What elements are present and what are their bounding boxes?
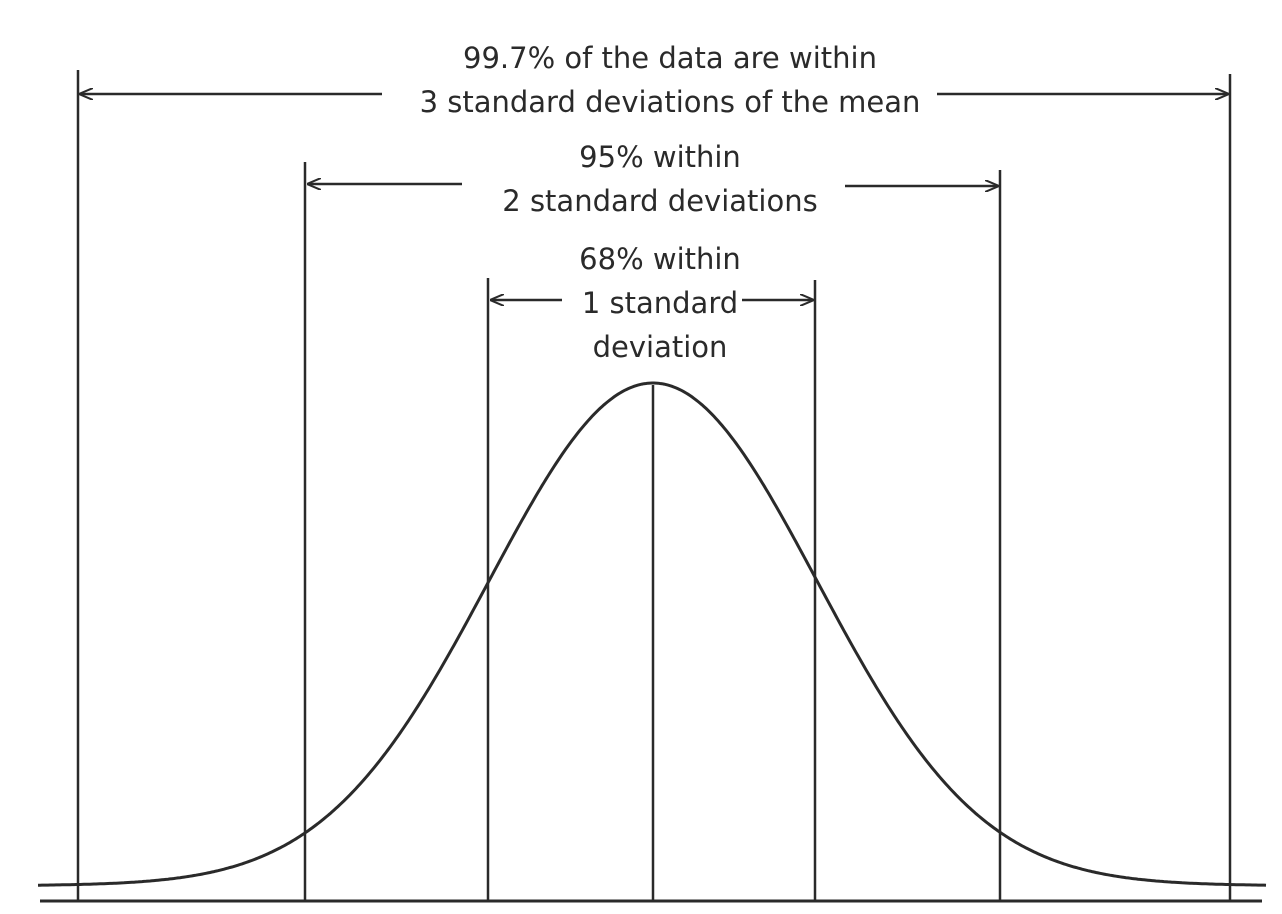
two-sd-line2: 2 standard deviations xyxy=(502,184,818,218)
two-sd-line1: 95% within xyxy=(579,140,741,174)
one-sd-line2: 1 standard xyxy=(581,286,739,320)
three-sd-line2: 3 standard deviations of the mean xyxy=(419,85,921,119)
one-sd-line3: deviation xyxy=(592,330,728,364)
bell-curve xyxy=(38,381,1267,887)
one-sd-annotation: 68% within 1 standard deviation xyxy=(540,237,780,369)
three-sd-annotation: 99.7% of the data are within 3 standard … xyxy=(380,36,960,124)
one-sd-line1: 68% within xyxy=(579,242,741,276)
two-sd-annotation: 95% within 2 standard deviations xyxy=(460,135,860,223)
three-sd-line1: 99.7% of the data are within xyxy=(463,41,877,75)
